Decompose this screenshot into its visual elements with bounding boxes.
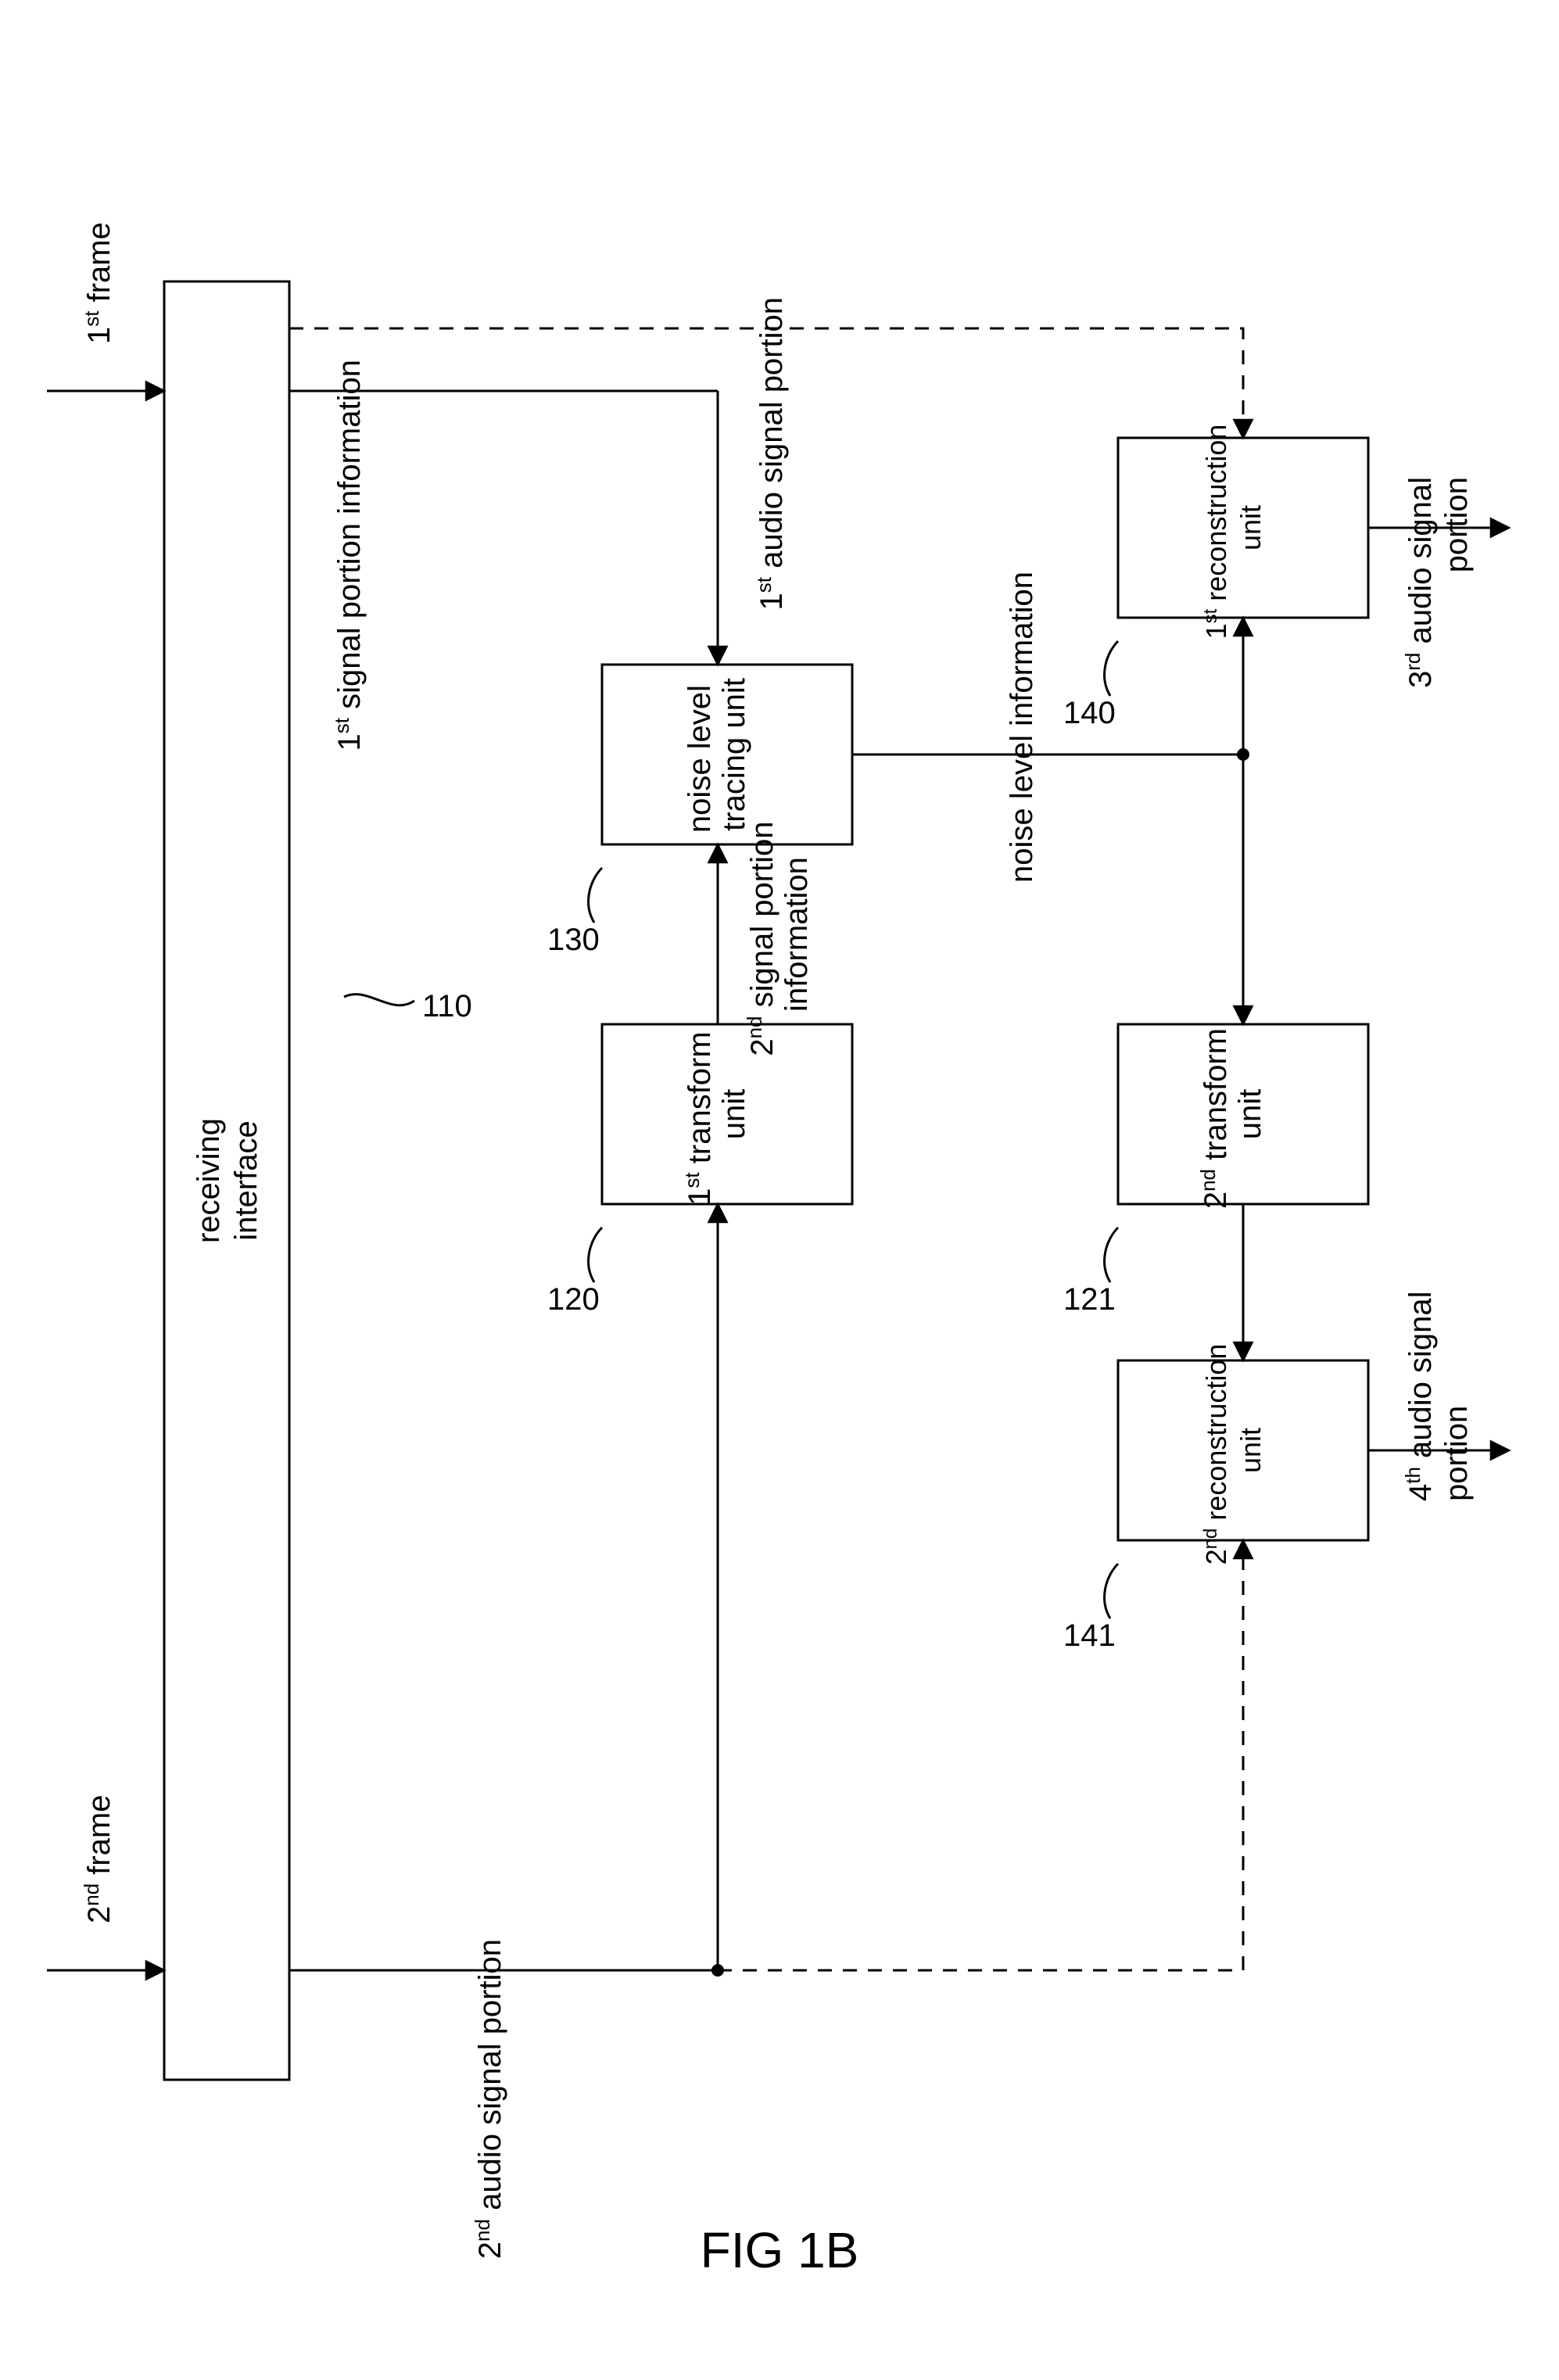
label-frame1: 1st frame bbox=[80, 222, 116, 344]
ref-130: 130 bbox=[547, 923, 600, 957]
ref-141: 141 bbox=[1063, 1618, 1116, 1653]
ref-squiggle-121 bbox=[1105, 1228, 1118, 1282]
label-audio4: 4th audio signal bbox=[1401, 1291, 1438, 1501]
receiving-interface-label-2: interface bbox=[229, 1120, 263, 1240]
ref-squiggle-141 bbox=[1105, 1564, 1118, 1618]
figure-caption: FIG 1B bbox=[701, 2222, 859, 2278]
receiving-interface-label: receiving bbox=[192, 1118, 226, 1243]
ref-140: 140 bbox=[1063, 696, 1116, 730]
label-audio3: 3rd audio signal bbox=[1401, 477, 1438, 688]
ref-squiggle-120 bbox=[589, 1228, 602, 1282]
label-audio3b: portion bbox=[1439, 477, 1474, 572]
ref-squiggle-130 bbox=[589, 868, 602, 923]
second-transform-label: 2nd transform unit bbox=[1196, 1020, 1267, 1209]
label-audio2: 2nd audio signal portion bbox=[471, 1939, 507, 2259]
label-audio4b: portion bbox=[1439, 1406, 1474, 1501]
ref-110: 110 bbox=[422, 989, 472, 1023]
ref-squiggle-110 bbox=[344, 995, 414, 1005]
label-frame2: 2nd frame bbox=[80, 1794, 116, 1923]
second-reconstruction-label: 2nd reconstruction unit bbox=[1200, 1336, 1267, 1565]
ref-121: 121 bbox=[1063, 1282, 1116, 1317]
dashed-audio2-branch bbox=[718, 1540, 1243, 1970]
ref-120: 120 bbox=[547, 1282, 600, 1317]
label-noise-info: noise level information bbox=[1005, 572, 1039, 883]
ref-squiggle-140 bbox=[1105, 641, 1118, 696]
noise-level-tracing-label: noise level tracing unit bbox=[683, 676, 751, 833]
label-sig1: 1st signal portion information bbox=[330, 360, 367, 751]
label-audio1: 1st audio signal portion bbox=[752, 297, 789, 611]
first-reconstruction-label: 1st reconstruction unit bbox=[1200, 417, 1267, 640]
first-transform-label: 1st transform unit bbox=[680, 1023, 751, 1206]
label-sig2: 2nd signal portion information bbox=[743, 812, 814, 1056]
receiving-interface-box bbox=[164, 281, 289, 2080]
